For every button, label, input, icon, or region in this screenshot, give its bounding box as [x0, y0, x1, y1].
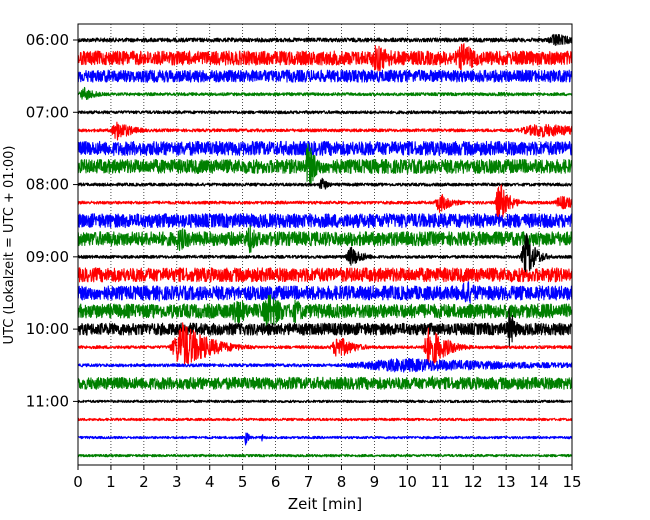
x-tick-label: 3 — [172, 473, 182, 491]
y-tick-label: 09:00 — [26, 248, 69, 266]
x-tick-label: 10 — [398, 473, 417, 491]
x-tick-label: 0 — [73, 473, 83, 491]
plot-frame — [77, 23, 573, 466]
x-tick-label: 5 — [238, 473, 248, 491]
trace-0615 — [77, 43, 573, 72]
x-tick-label: 12 — [464, 473, 483, 491]
trace-0930 — [77, 281, 573, 304]
y-tick-label: 06:00 — [26, 31, 69, 49]
x-tick-label: 14 — [530, 473, 549, 491]
x-tick-label: 6 — [271, 473, 281, 491]
x-tick-label: 4 — [205, 473, 215, 491]
trace-0945 — [77, 294, 573, 328]
trace-0600 — [77, 33, 573, 46]
trace-1100 — [77, 399, 573, 404]
trace-1000 — [77, 307, 573, 349]
trace-0645 — [77, 86, 573, 101]
trace-1115 — [77, 417, 573, 422]
y-tick-label: 11:00 — [26, 392, 69, 410]
trace-1015 — [77, 322, 573, 367]
trace-1030 — [77, 357, 573, 373]
x-tick-label: 11 — [431, 473, 450, 491]
x-tick-label: 1 — [106, 473, 116, 491]
y-tick-label: 08:00 — [26, 176, 69, 194]
trace-0830 — [77, 213, 573, 229]
x-tick-label: 7 — [304, 473, 314, 491]
trace-1045 — [77, 375, 573, 390]
y-axis: 06:00 07:00 08:00 09:00 10:00 11:00 — [26, 31, 78, 410]
trace-1145 — [77, 453, 573, 458]
trace-0715 — [77, 121, 573, 141]
trace-1130 — [77, 432, 573, 446]
x-tick-label: 8 — [337, 473, 347, 491]
trace-0630 — [77, 69, 573, 83]
x-axis-label: Zeit [min] — [288, 495, 362, 513]
x-tick-label: 15 — [562, 473, 581, 491]
trace-0700 — [77, 110, 573, 115]
trace-0815 — [77, 184, 573, 224]
trace-layer — [77, 33, 573, 458]
y-axis-label: UTC (Lokalzeit = UTC + 01:00) — [2, 146, 17, 345]
x-tick-label: 13 — [497, 473, 516, 491]
y-tick-label: 10:00 — [26, 320, 69, 338]
x-tick-label: 9 — [370, 473, 380, 491]
trace-0915 — [77, 267, 573, 283]
x-tick-label: 2 — [139, 473, 149, 491]
y-tick-label: 07:00 — [26, 103, 69, 121]
trace-0745 — [77, 143, 573, 186]
trace-0730 — [77, 140, 573, 156]
trace-0845 — [77, 225, 573, 254]
x-axis: 0 1 2 3 4 5 6 7 8 9 10 11 12 13 14 15 — [73, 465, 582, 491]
trace-0800 — [77, 177, 573, 190]
trace-0900 — [77, 233, 573, 277]
